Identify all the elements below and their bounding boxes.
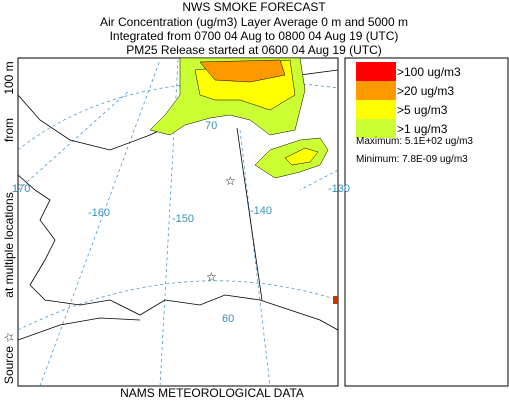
map-label: 70 (205, 120, 217, 132)
smoke-area (284, 147, 319, 166)
map-label: 170 (12, 183, 30, 195)
legend-label: >100 ug/m3 (397, 65, 461, 79)
side-label: from (2, 118, 16, 142)
legend-swatch (356, 100, 396, 119)
subtitle: PM25 Release started at 0600 04 Aug 19 (… (126, 43, 381, 57)
map-label: -140 (250, 205, 272, 217)
legend: >100 ug/m3 >20 ug/m3 >5 ug/m3 >1 ug/m3 (356, 62, 461, 138)
maximum: Maximum: 5.1E+02 ug/m3 (356, 136, 473, 147)
graticule (18, 89, 131, 191)
title: NWS SMOKE FORECAST (182, 0, 326, 14)
side-label: 100 m (2, 61, 16, 94)
map: ☆ ☆ (17, 57, 339, 387)
legend-swatch (356, 119, 396, 138)
subtitle: Air Concentration (ug/m3) Layer Average … (100, 15, 408, 29)
footer: NAMS METEOROLOGICAL DATA (120, 386, 304, 400)
map-label: -160 (88, 207, 110, 219)
legend-label: >1 ug/m3 (397, 122, 448, 136)
minimum: Minimum: 7.8E-09 ug/m3 (356, 154, 468, 165)
legend-label: >20 ug/m3 (397, 84, 454, 98)
source-star: ☆ (225, 174, 236, 188)
legend-swatch (356, 81, 396, 100)
graticule (18, 81, 338, 151)
coastline (18, 174, 338, 331)
legend-label: >5 ug/m3 (397, 103, 448, 117)
smoke-area (333, 296, 338, 304)
side-label: Source ☆ (2, 332, 16, 384)
coastline (18, 317, 141, 341)
border (236, 127, 263, 301)
graticule (18, 280, 338, 331)
source-star: ☆ (206, 270, 217, 284)
subtitle: Integrated from 0700 04 Aug to 0800 04 A… (110, 29, 399, 43)
legend-swatch (356, 62, 396, 81)
map-label: -150 (172, 213, 194, 225)
map-label: -130 (328, 183, 350, 195)
graticule (239, 129, 271, 386)
graticule (299, 169, 338, 191)
side-label: at multiple locations (2, 192, 16, 297)
map-label: 60 (222, 313, 234, 325)
graticule (39, 59, 161, 386)
smoke-area (199, 59, 286, 83)
